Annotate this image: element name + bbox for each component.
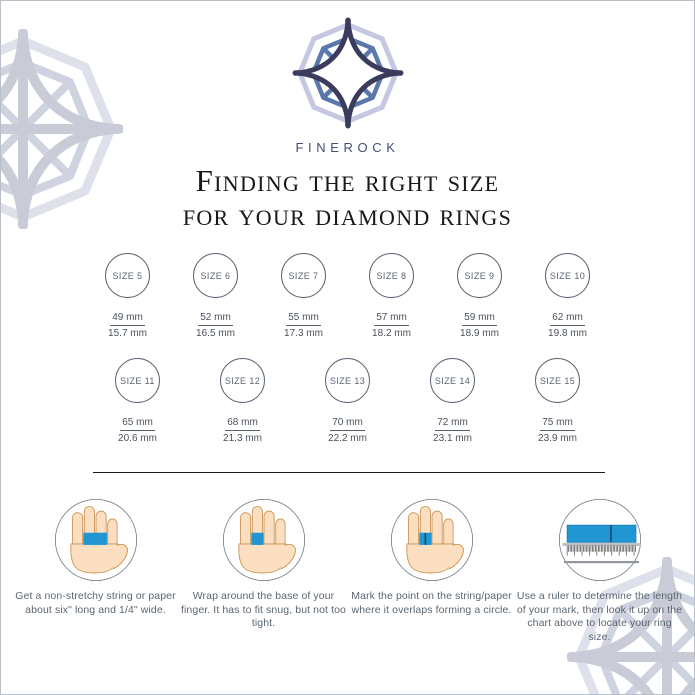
hand-marked-band-icon xyxy=(384,497,480,583)
size-cell: SIZE 9 59 mm 18.9 mm xyxy=(436,253,524,339)
ring-measurements: 49 mm 15.7 mm xyxy=(108,312,147,339)
instruction-step-text: Get a non-stretchy string or paper about… xyxy=(15,590,176,616)
instruction-step-text: Mark the point on the string/paper where… xyxy=(351,590,512,616)
ring-size-label: SIZE 5 xyxy=(112,270,143,281)
ring-circumference: 65 mm xyxy=(120,417,155,431)
ring-diameter: 23.1 mm xyxy=(433,433,472,444)
size-cell: SIZE 5 49 mm 15.7 mm xyxy=(84,253,172,339)
size-cell: SIZE 10 62 mm 19.8 mm xyxy=(524,253,612,339)
ring-circumference: 59 mm xyxy=(462,312,497,326)
ring-measurements: 52 mm 16.5 mm xyxy=(196,312,235,339)
instruction-step: Mark the point on the string/paper where… xyxy=(348,497,516,644)
ring-size-label: SIZE 9 xyxy=(464,270,495,281)
hand-wrapped-finger-icon xyxy=(216,497,312,583)
ring-size-label: SIZE 11 xyxy=(120,375,155,386)
instruction-steps: Get a non-stretchy string or paper about… xyxy=(1,497,694,644)
ring-circumference: 57 mm xyxy=(374,312,409,326)
ring-size-circle: SIZE 10 xyxy=(545,253,590,298)
section-divider xyxy=(93,472,605,473)
size-cell: SIZE 15 75 mm 23.9 mm xyxy=(505,358,610,444)
ring-measurements: 65 mm 20.6 mm xyxy=(118,417,157,444)
ring-circumference: 70 mm xyxy=(330,417,365,431)
size-cell: SIZE 7 55 mm 17.3 mm xyxy=(260,253,348,339)
ring-size-circle: SIZE 9 xyxy=(457,253,502,298)
size-cell: SIZE 13 70 mm 22.2 mm xyxy=(295,358,400,444)
size-cell: SIZE 12 68 mm 21.3 mm xyxy=(190,358,295,444)
ring-size-circle: SIZE 12 xyxy=(220,358,265,403)
ring-circumference: 52 mm xyxy=(198,312,233,326)
ring-size-circle: SIZE 6 xyxy=(193,253,238,298)
instruction-step-text: Wrap around the base of your finger. It … xyxy=(180,590,346,629)
size-chart-row-1: SIZE 5 49 mm 15.7 mm SIZE 6 52 mm 16.5 mm SIZE… xyxy=(1,253,694,339)
ring-circumference: 49 mm xyxy=(110,312,145,326)
ring-size-circle: SIZE 14 xyxy=(430,358,475,403)
ring-size-circle: SIZE 7 xyxy=(281,253,326,298)
page-title-line-1: Finding the right size xyxy=(195,163,500,198)
ring-size-circle: SIZE 5 xyxy=(105,253,150,298)
instruction-step: Get a non-stretchy string or paper about… xyxy=(12,497,180,644)
ring-measurements: 70 mm 22.2 mm xyxy=(328,417,367,444)
ring-diameter: 15.7 mm xyxy=(108,328,147,339)
instruction-step-text: Use a ruler to determine the length of y… xyxy=(516,590,683,643)
ring-size-label: SIZE 13 xyxy=(329,375,366,386)
ruler-measure-icon xyxy=(552,497,648,583)
ring-diameter: 19.8 mm xyxy=(548,328,587,339)
ring-measurements: 72 mm 23.1 mm xyxy=(433,417,472,444)
size-cell: SIZE 14 72 mm 23.1 mm xyxy=(400,358,505,444)
ring-diameter: 18.2 mm xyxy=(372,328,411,339)
instruction-step: Wrap around the base of your finger. It … xyxy=(180,497,348,644)
ring-measurements: 68 mm 21.3 mm xyxy=(223,417,262,444)
ring-size-label: SIZE 12 xyxy=(224,375,261,386)
ring-measurements: 59 mm 18.9 mm xyxy=(460,312,499,339)
ring-diameter: 23.9 mm xyxy=(538,433,577,444)
hand-two-bands-icon xyxy=(48,497,144,583)
brand-wordmark: FINEROCK xyxy=(295,140,400,155)
compass-rose-logo-icon xyxy=(292,17,404,134)
ring-diameter: 17.3 mm xyxy=(284,328,323,339)
ring-size-label: SIZE 10 xyxy=(549,270,586,281)
ring-measurements: 62 mm 19.8 mm xyxy=(548,312,587,339)
ring-diameter: 22.2 mm xyxy=(328,433,367,444)
ring-size-circle: SIZE 8 xyxy=(369,253,414,298)
ring-size-label: SIZE 15 xyxy=(539,375,576,386)
size-cell: SIZE 6 52 mm 16.5 mm xyxy=(172,253,260,339)
instruction-step: Use a ruler to determine the length of y… xyxy=(516,497,684,644)
ring-measurements: 57 mm 18.2 mm xyxy=(372,312,411,339)
ring-diameter: 20.6 mm xyxy=(118,433,157,444)
ring-size-label: SIZE 8 xyxy=(376,270,407,281)
ring-measurements: 75 mm 23.9 mm xyxy=(538,417,577,444)
ring-size-label: SIZE 7 xyxy=(288,270,319,281)
ring-circumference: 55 mm xyxy=(286,312,321,326)
size-cell: SIZE 11 65 mm 20.6 mm xyxy=(85,358,190,444)
page-title: Finding the right size for your diamond … xyxy=(1,164,694,232)
page-title-line-2: for your diamond rings xyxy=(182,197,513,232)
ring-measurements: 55 mm 17.3 mm xyxy=(284,312,323,339)
ring-circumference: 75 mm xyxy=(540,417,575,431)
ring-circumference: 62 mm xyxy=(550,312,585,326)
ring-circumference: 72 mm xyxy=(435,417,470,431)
ring-size-label: SIZE 6 xyxy=(200,270,231,281)
ring-size-circle: SIZE 13 xyxy=(325,358,370,403)
ring-size-circle: SIZE 15 xyxy=(535,358,580,403)
ring-size-circle: SIZE 11 xyxy=(115,358,160,403)
ring-circumference: 68 mm xyxy=(225,417,260,431)
ring-diameter: 16.5 mm xyxy=(196,328,235,339)
size-cell: SIZE 8 57 mm 18.2 mm xyxy=(348,253,436,339)
size-chart-row-2: SIZE 11 65 mm 20.6 mm SIZE 12 68 mm 21.3 mm SI… xyxy=(1,358,694,444)
ring-diameter: 18.9 mm xyxy=(460,328,499,339)
brand-logo-block: FINEROCK xyxy=(1,17,694,155)
ring-size-label: SIZE 14 xyxy=(434,375,471,386)
ring-diameter: 21.3 mm xyxy=(223,433,262,444)
